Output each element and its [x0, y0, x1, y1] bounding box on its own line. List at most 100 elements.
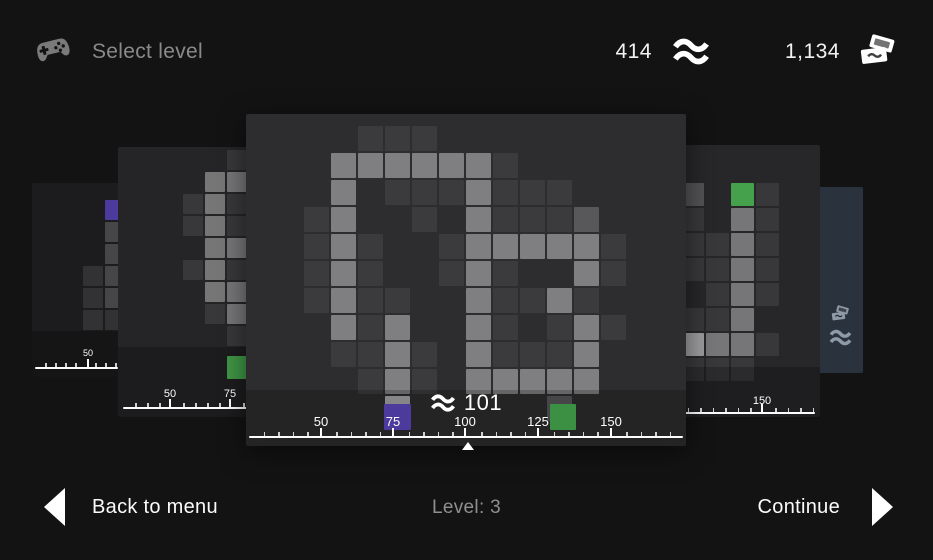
level-indicator: Level: 3: [432, 497, 501, 518]
grid-cell: [601, 315, 626, 340]
ruler-tick-minor: [408, 432, 410, 436]
grid-cell: [706, 358, 729, 381]
ruler-tick-minor: [45, 363, 47, 367]
ruler-tick-minor: [95, 363, 97, 367]
ruler-tick-major: [169, 399, 171, 407]
grid-cell: [439, 261, 464, 286]
grid-cell: [331, 261, 356, 286]
grid-cell: [466, 288, 491, 313]
grid-cell: [547, 207, 572, 232]
ruler-label: 50: [313, 414, 329, 429]
grid-cell: [304, 261, 329, 286]
arrow-left-icon: [44, 488, 65, 526]
back-button[interactable]: Back to menu: [44, 488, 218, 526]
ruler-tick-minor: [278, 432, 280, 436]
grid-cell: [547, 369, 572, 394]
ruler-tick-minor: [350, 432, 352, 436]
grid-cell: [547, 342, 572, 367]
grid-cell: [520, 207, 545, 232]
grid-cell: [731, 308, 754, 331]
ruler-label: 100: [454, 414, 476, 429]
ruler-tick-minor: [582, 432, 584, 436]
grid-cell: [756, 183, 779, 206]
ruler-tick-minor: [75, 363, 77, 367]
continue-button[interactable]: Continue: [758, 488, 893, 526]
grid-cell: [331, 315, 356, 340]
level-card-selected[interactable]: 101 50 75 100 125 150: [246, 114, 686, 450]
green-marker: [227, 356, 250, 379]
ruler-tick-minor: [195, 403, 197, 407]
ruler-tick-minor: [510, 432, 512, 436]
ruler-tick-major: [610, 428, 612, 436]
grid-cell: [601, 261, 626, 286]
money-count: 1,134: [784, 40, 840, 63]
grid-cell: [227, 172, 247, 192]
ruler-line: [35, 367, 118, 369]
grid-cell: [304, 207, 329, 232]
grid-cell: [520, 288, 545, 313]
grid-cell: [520, 180, 545, 205]
ruler-label: 50: [82, 348, 94, 358]
grid-cell: [756, 333, 779, 356]
grid-cell: [385, 369, 410, 394]
level-card-far-left[interactable]: 50: [32, 183, 130, 377]
ruler-tick-major: [87, 359, 89, 367]
ruler-tick-minor: [626, 432, 628, 436]
back-label: Back to menu: [92, 495, 218, 518]
ruler-tick-minor: [775, 408, 777, 412]
waves-count: 414: [615, 40, 652, 63]
ruler-tick-minor: [307, 432, 309, 436]
grid-cell: [520, 369, 545, 394]
ruler-tick-minor: [712, 408, 714, 412]
ruler-tick-minor: [219, 403, 221, 407]
card-special-waves[interactable]: [818, 187, 863, 373]
ruler-tick-minor: [135, 403, 137, 407]
green-marker: [550, 404, 576, 430]
ruler-tick-minor: [452, 432, 454, 436]
grid-cell: [493, 342, 518, 367]
ruler-tick-minor: [243, 403, 245, 407]
grid-cell: [227, 194, 247, 214]
grid-cell: [493, 234, 518, 259]
grid-cell: [574, 234, 599, 259]
ruler-label: 150: [600, 414, 622, 429]
ruler-tick-minor: [737, 408, 739, 412]
grid-cell: [706, 333, 729, 356]
grid-cell: [412, 207, 437, 232]
ruler-line: [625, 412, 815, 414]
grid-cell: [439, 153, 464, 178]
ruler-tick-minor: [800, 408, 802, 412]
grid-cell: [439, 234, 464, 259]
grid-cell: [731, 258, 754, 281]
ruler-tick-minor: [812, 408, 814, 412]
grid-cell: [731, 358, 754, 381]
grid-cell: [385, 126, 410, 151]
ruler-tick-minor: [365, 432, 367, 436]
grid-cell: [358, 153, 383, 178]
grid-cell: [681, 233, 704, 256]
grid-cell: [83, 266, 103, 286]
ruler-tick-major: [229, 399, 231, 407]
grid-cell: [331, 288, 356, 313]
grid-cell: [358, 126, 383, 151]
grid-cell: [466, 342, 491, 367]
grid-cell: [205, 172, 225, 192]
ruler-tick-minor: [65, 363, 67, 367]
gamepad-icon: [33, 33, 73, 66]
grid-cell: [520, 234, 545, 259]
ruler-tick-minor: [655, 432, 657, 436]
grid-cell: [412, 342, 437, 367]
ruler-tick-minor: [292, 432, 294, 436]
grid-cell: [358, 342, 383, 367]
ruler-line: [123, 407, 353, 409]
grid-cell: [385, 180, 410, 205]
grid-cell: [731, 333, 754, 356]
continue-label: Continue: [757, 495, 840, 518]
grid-cell: [493, 153, 518, 178]
ruler-tick-minor: [379, 432, 381, 436]
grid-cell: [601, 234, 626, 259]
grid-cell: [756, 283, 779, 306]
card-footer-shade: [32, 331, 130, 377]
money-icon: [831, 305, 850, 322]
grid-cell: [731, 233, 754, 256]
